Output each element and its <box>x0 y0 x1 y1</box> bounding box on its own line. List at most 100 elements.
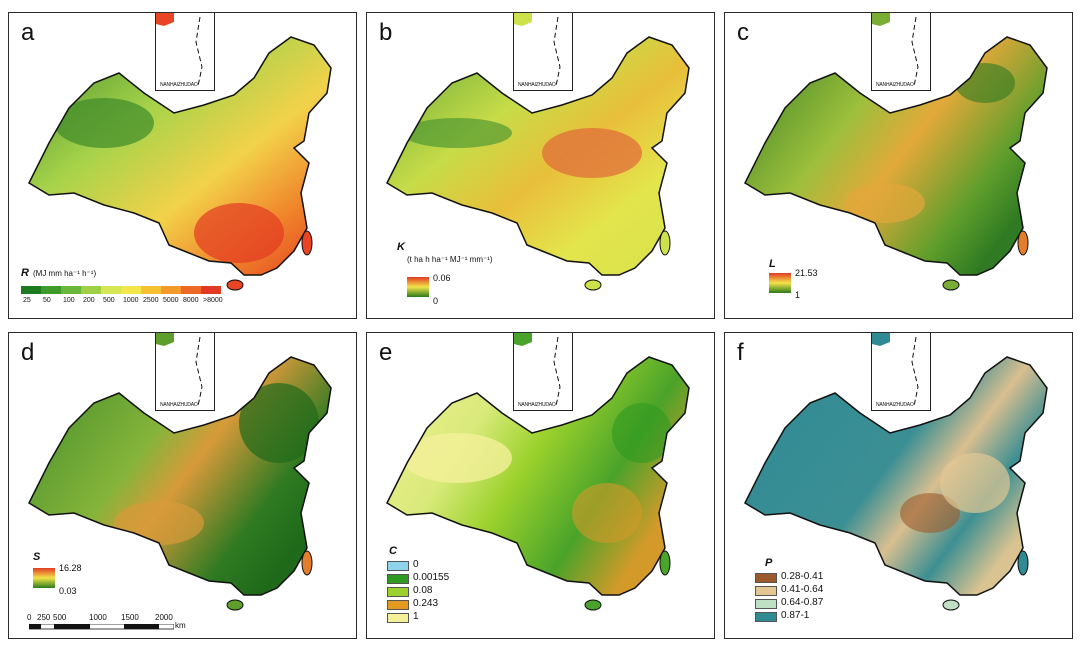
legend-min: 1 <box>795 290 801 300</box>
inset-label: NANHAIZHUDAO <box>876 402 914 408</box>
scale-tick: 1500 <box>121 613 139 622</box>
inset-label: NANHAIZHUDAO <box>518 402 556 408</box>
panel-letter: b <box>379 19 393 46</box>
map-p-factor <box>744 356 1048 611</box>
panel-b: b NANHAIZHUDAO K (t ha h ha⁻¹ MJ⁻¹ mm⁻¹)… <box>366 12 715 319</box>
scale-bar-graphic <box>29 624 174 630</box>
inset-map <box>514 333 561 407</box>
legend-gradient <box>407 277 429 297</box>
legend-label: 0.87-1 <box>781 610 810 621</box>
class-label: 1000 <box>123 297 139 304</box>
inset-label: NANHAIZHUDAO <box>876 82 914 88</box>
class-label: 2500 <box>143 297 159 304</box>
class-label: 8000 <box>183 297 199 304</box>
legend-gradient <box>33 568 55 588</box>
south-china-sea-inset: NANHAIZHUDAO <box>871 13 931 91</box>
inset-map <box>156 13 203 87</box>
class-swatch <box>201 286 221 294</box>
legend-max: 21.53 <box>795 268 818 278</box>
panel-f: f NANHAIZHUDAO P 0.28-0.41 0.41-0.64 0.64-… <box>724 332 1073 639</box>
inset-map <box>156 333 203 407</box>
class-swatch <box>61 286 81 294</box>
legend-swatch <box>387 600 409 610</box>
class-labels: 25 50 100 200 500 1000 2500 5000 8000 >8000 <box>21 297 231 309</box>
inset-label: NANHAIZHUDAO <box>518 82 556 88</box>
legend-min: 0 <box>433 296 439 306</box>
class-label: 5000 <box>163 297 179 304</box>
legend-swatch <box>387 574 409 584</box>
legend-unit: (t ha h ha⁻¹ MJ⁻¹ mm⁻¹) <box>407 255 493 264</box>
panel-letter: f <box>737 339 744 366</box>
legend-swatch <box>387 587 409 597</box>
legend-label: 0.243 <box>413 598 439 609</box>
scale-tick: 0 <box>27 613 32 622</box>
class-swatch <box>101 286 121 294</box>
scale-bar: 0 250 500 1000 1500 2000 km <box>27 613 207 637</box>
legend-swatch <box>755 599 777 609</box>
map-s-factor <box>28 356 332 611</box>
legend-swatch <box>387 613 409 623</box>
south-china-sea-inset: NANHAIZHUDAO <box>155 13 215 91</box>
panel-e: e NANHAIZHUDAO C 0 0.00155 0.08 0.243 1 <box>366 332 715 639</box>
legend-max: 0.06 <box>433 273 451 283</box>
legend-gradient <box>769 273 791 293</box>
scale-tick: 1000 <box>89 613 107 622</box>
south-china-sea-inset: NANHAIZHUDAO <box>871 333 931 411</box>
class-swatch <box>21 286 41 294</box>
panel-letter: c <box>737 19 749 46</box>
class-label: 500 <box>103 297 115 304</box>
legend-label: 1 <box>413 611 419 622</box>
legend-unit: (MJ mm ha⁻¹ h⁻¹) <box>33 269 97 278</box>
inset-label: NANHAIZHUDAO <box>160 402 198 408</box>
class-label: 200 <box>83 297 95 304</box>
scale-tick: 500 <box>53 613 67 622</box>
map-k-factor <box>386 36 690 291</box>
legend-label: 0.64-0.87 <box>781 597 824 608</box>
panel-letter: e <box>379 339 393 366</box>
class-label: >8000 <box>203 297 223 304</box>
class-swatch <box>81 286 101 294</box>
scale-unit: km <box>175 621 186 630</box>
class-color-bar <box>21 286 221 294</box>
legend-label: 0.41-0.64 <box>781 584 824 595</box>
south-china-sea-inset: NANHAIZHUDAO <box>513 13 573 91</box>
panel-a: a NANHAIZHUDAO R (MJ mm ha⁻¹ h⁻¹) 25 50 10… <box>8 12 357 319</box>
map-l-factor <box>744 36 1048 291</box>
class-swatch <box>41 286 61 294</box>
panel-letter: a <box>21 19 35 46</box>
scale-tick: 250 <box>37 613 51 622</box>
map-r-factor <box>28 36 332 291</box>
map-c-factor <box>386 356 690 611</box>
inset-map <box>872 333 919 407</box>
class-label: 100 <box>63 297 75 304</box>
legend-label: 0.00155 <box>413 572 450 583</box>
panel-c: c NANHAIZHUDAO L 21.53 1 <box>724 12 1073 319</box>
legend-title: K <box>397 241 405 253</box>
class-swatch <box>141 286 161 294</box>
legend-swatch <box>755 573 777 583</box>
inset-map <box>872 13 919 87</box>
class-label: 25 <box>23 297 31 304</box>
legend-title: L <box>769 258 776 270</box>
inset-map <box>514 13 561 87</box>
legend-label: 0.08 <box>413 585 433 596</box>
panel-letter: d <box>21 339 35 366</box>
legend-title: S <box>33 551 41 563</box>
legend-swatch <box>755 612 777 622</box>
legend-title: P <box>765 557 773 569</box>
legend-swatch <box>755 586 777 596</box>
class-swatch <box>121 286 141 294</box>
class-label: 50 <box>43 297 51 304</box>
legend-classes: 0 0.00155 0.08 0.243 1 <box>387 559 507 631</box>
scale-tick: 2000 <box>155 613 173 622</box>
legend-label: 0.28-0.41 <box>781 571 824 582</box>
legend-title: C <box>389 545 397 557</box>
inset-label: NANHAIZHUDAO <box>160 82 198 88</box>
legend-classes: 0.28-0.41 0.41-0.64 0.64-0.87 0.87-1 <box>755 571 875 633</box>
class-swatch <box>181 286 201 294</box>
legend-title: R <box>21 267 29 279</box>
south-china-sea-inset: NANHAIZHUDAO <box>513 333 573 411</box>
legend-max: 16.28 <box>59 563 82 573</box>
legend-swatch <box>387 561 409 571</box>
panel-d: d NANHAIZHUDAO S 16.28 0.03 0 250 500 10… <box>8 332 357 639</box>
